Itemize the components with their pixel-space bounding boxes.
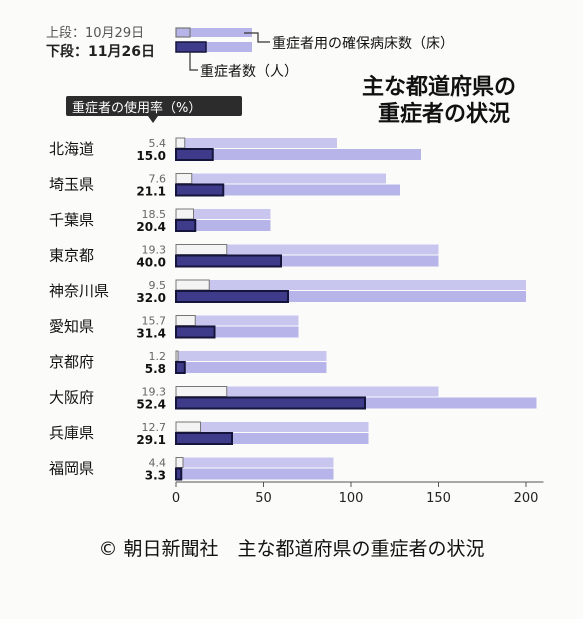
usage-rate-oct29: 18.5 bbox=[142, 208, 167, 221]
bar-patients-nov26 bbox=[175, 148, 214, 161]
usage-rate-oct29: 1.2 bbox=[149, 350, 167, 363]
chart: 上段：10月29日 下段：11月26日 重症者用の確保病床数（床） 重症者数（人… bbox=[46, 26, 544, 506]
legend-beds-upper bbox=[176, 28, 252, 37]
bar-beds-nov26 bbox=[176, 362, 327, 373]
usage-rate-nov26: 15.0 bbox=[136, 149, 166, 163]
bar-patients-nov26 bbox=[175, 183, 225, 197]
x-tick-label: 0 bbox=[172, 491, 180, 506]
legend-patients-lower bbox=[175, 41, 207, 53]
category-label: 愛知県 bbox=[49, 318, 94, 336]
bar-beds-nov26 bbox=[176, 291, 526, 302]
legend-beds-leader bbox=[244, 32, 270, 43]
category-label: 東京都 bbox=[49, 247, 94, 265]
usage-rate-nov26: 31.4 bbox=[136, 327, 166, 341]
usage-rate-nov26: 21.1 bbox=[136, 185, 166, 199]
usage-rate-nov26: 52.4 bbox=[136, 398, 166, 412]
bar-patients-nov26 bbox=[175, 219, 197, 232]
usage-rate-oct29: 4.4 bbox=[149, 457, 167, 470]
bar-beds-oct29 bbox=[176, 457, 334, 468]
bar-beds-nov26 bbox=[176, 184, 400, 196]
legend-beds-lower bbox=[176, 42, 252, 52]
bar-patients-oct29 bbox=[175, 386, 228, 397]
bar-beds-nov26 bbox=[176, 149, 421, 160]
chart-title-line2: 重症者の状況 bbox=[378, 101, 510, 127]
category-label: 神奈川県 bbox=[49, 282, 109, 300]
legend-patients-label: 重症者数（人） bbox=[200, 64, 298, 80]
bar-patients-nov26 bbox=[175, 432, 233, 445]
bar-beds-oct29 bbox=[176, 386, 439, 397]
bar-beds-oct29 bbox=[176, 422, 369, 432]
usage-rate-oct29: 19.3 bbox=[142, 244, 167, 257]
bar-patients-oct29 bbox=[175, 244, 228, 255]
usage-rate-nov26: 29.1 bbox=[136, 433, 166, 447]
usage-rate-oct29: 12.7 bbox=[142, 421, 167, 434]
bar-patients-oct29 bbox=[175, 208, 194, 220]
bar-patients-oct29 bbox=[175, 173, 193, 184]
bar-beds-oct29 bbox=[176, 209, 271, 219]
bar-beds-nov26 bbox=[176, 255, 439, 267]
x-tick-label: 100 bbox=[339, 491, 364, 506]
category-label: 千葉県 bbox=[49, 211, 94, 229]
caption: © 朝日新聞社 主な都道府県の重症者の状況 bbox=[98, 538, 485, 560]
usage-rate-header-pointer bbox=[148, 116, 158, 123]
category-label: 福岡県 bbox=[49, 460, 94, 478]
usage-rate-nov26: 40.0 bbox=[136, 256, 166, 270]
legend: 上段：10月29日 下段：11月26日 重症者用の確保病床数（床） 重症者数（人… bbox=[46, 26, 454, 80]
legend-upper-date: 上段：10月29日 bbox=[46, 26, 144, 41]
usage-rate-oct29: 7.6 bbox=[149, 173, 167, 186]
bar-beds-nov26 bbox=[176, 326, 299, 338]
bar-patients-oct29 bbox=[175, 457, 184, 468]
usage-rate-header-bg bbox=[66, 96, 242, 116]
bar-beds-oct29 bbox=[176, 280, 526, 290]
bar-beds-nov26 bbox=[176, 468, 334, 480]
legend-patients-upper bbox=[175, 27, 191, 38]
chart-title-line1: 主な都道府県の bbox=[362, 74, 516, 100]
category-label: 埼玉県 bbox=[49, 176, 94, 194]
bar-patients-oct29 bbox=[175, 279, 210, 291]
bar-beds-nov26 bbox=[176, 433, 369, 444]
bar-beds-oct29 bbox=[176, 173, 386, 184]
usage-rate-nov26: 32.0 bbox=[136, 291, 166, 305]
bar-patients-nov26 bbox=[175, 290, 289, 303]
x-tick-label: 150 bbox=[426, 491, 451, 506]
bar-patients-nov26 bbox=[175, 325, 216, 339]
bar-beds-oct29 bbox=[176, 138, 337, 148]
category-label: 京都府 bbox=[49, 353, 94, 371]
bar-patients-oct29 bbox=[175, 315, 196, 326]
usage-rate-oct29: 9.5 bbox=[149, 279, 167, 292]
bar-patients-nov26 bbox=[175, 467, 183, 481]
bar-beds-oct29 bbox=[176, 351, 327, 361]
bar-patients-oct29 bbox=[175, 421, 201, 433]
category-label: 北海道 bbox=[49, 140, 94, 158]
bar-patients-oct29 bbox=[175, 137, 186, 149]
bar-beds-nov26 bbox=[176, 220, 271, 231]
bar-beds-oct29 bbox=[176, 244, 439, 255]
usage-rate-oct29: 19.3 bbox=[142, 386, 167, 399]
usage-rate-nov26: 5.8 bbox=[145, 362, 166, 376]
bar-patients-nov26 bbox=[175, 361, 186, 374]
category-label: 大阪府 bbox=[49, 389, 94, 407]
usage-rate-header-label: 重症者の使用率（%） bbox=[72, 100, 201, 116]
usage-rate-header: 重症者の使用率（%） bbox=[66, 96, 242, 123]
legend-beds-label: 重症者用の確保病床数（床） bbox=[272, 36, 454, 52]
usage-rate-nov26: 3.3 bbox=[145, 469, 166, 483]
bar-patients-nov26 bbox=[175, 254, 282, 268]
bar-patients-oct29 bbox=[175, 350, 179, 362]
x-tick-label: 200 bbox=[514, 491, 539, 506]
usage-rate-oct29: 5.4 bbox=[149, 137, 167, 150]
usage-rate-oct29: 15.7 bbox=[142, 315, 167, 328]
bar-patients-nov26 bbox=[175, 396, 366, 410]
legend-patients-leader bbox=[189, 52, 198, 71]
usage-rate-nov26: 20.4 bbox=[136, 220, 166, 234]
legend-lower-date: 下段：11月26日 bbox=[46, 43, 155, 60]
x-tick-label: 50 bbox=[255, 491, 272, 506]
category-label: 兵庫県 bbox=[49, 424, 94, 442]
bar-beds-oct29 bbox=[176, 315, 299, 326]
